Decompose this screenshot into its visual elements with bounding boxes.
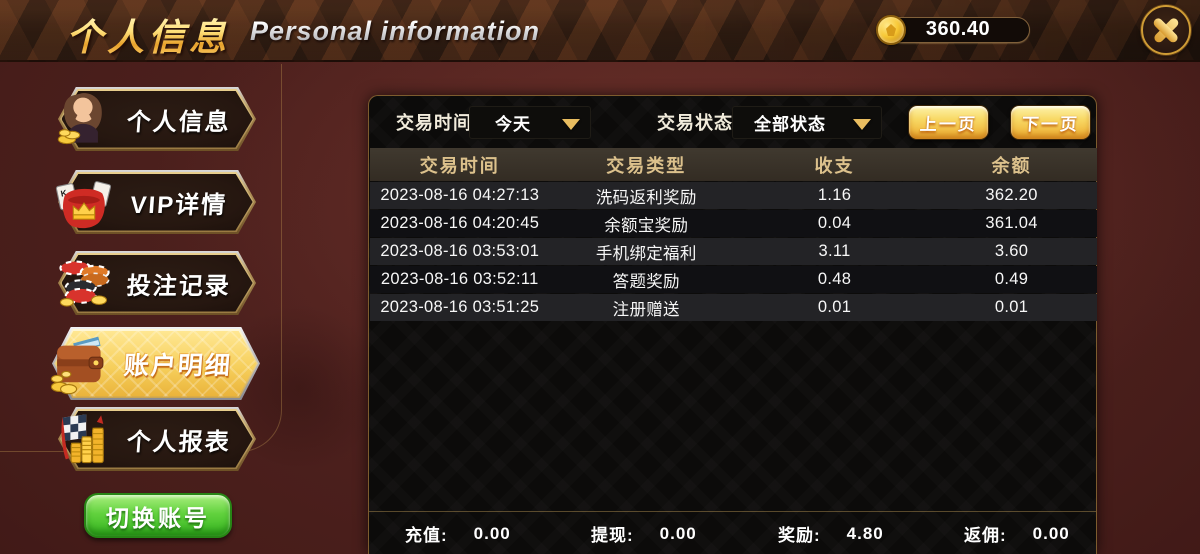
page-title: 个人信息 [66,7,230,61]
chevron-down-icon [562,119,580,130]
time-filter-value: 今天 [495,115,531,134]
header-bar: 个人信息 Personal information 360.40 [0,0,1200,62]
sidebar-item-label: 账户明细 [122,351,233,380]
sidebar-item-label: 个人信息 [125,108,232,136]
sidebar-item-bet-records[interactable]: 投注记录 [58,251,256,315]
summary-withdraw: 提现: 0.00 [591,523,697,546]
sidebar-item-personal-report[interactable]: 个人报表 [58,407,256,471]
close-icon [1145,9,1187,51]
prev-page-label: 上一页 [919,115,978,134]
sidebar-item-label: VIP详情 [129,191,229,219]
summary-bar: 充值: 0.00 提现: 0.00 奖励: 4.80 返佣: 0.00 [369,511,1096,554]
report-icon [61,414,104,464]
filter-bar: 交易时间 今天 交易状态 全部状态 上一页 下一页 [369,96,1096,148]
summary-rebate: 返佣: 0.00 [964,523,1070,546]
table-row: 2023-08-16 03:52:11 答题奖励 0.48 0.49 [370,266,1097,293]
chevron-down-icon [853,119,871,130]
switch-account-button[interactable]: 切换账号 [84,493,232,538]
summary-reward: 奖励: 4.80 [778,523,884,546]
table-row: 2023-08-16 04:27:13 洗码返利奖励 1.16 362.20 [370,182,1097,209]
summary-recharge: 充值: 0.00 [405,523,511,546]
time-filter-label: 交易时间 [396,113,472,133]
wallet-icon [50,336,104,394]
sidebar-item-vip-details[interactable]: K VIP详情 [55,170,256,234]
sidebar-item-account-details[interactable]: 账户明细 [50,327,260,400]
status-filter-value: 全部状态 [754,115,826,134]
prev-page-button[interactable]: 上一页 [908,105,989,140]
next-page-label: 下一页 [1021,115,1080,134]
table-body: 2023-08-16 04:27:13 洗码返利奖励 1.16 362.20 2… [370,182,1097,322]
page-subtitle: Personal information [250,16,541,46]
column-header-type: 交易类型 [606,155,687,176]
column-header-balance: 余额 [991,155,1032,176]
table-row: 2023-08-16 04:20:45 余额宝奖励 0.04 361.04 [370,210,1097,237]
sidebar-item-label: 投注记录 [125,272,232,300]
sidebar-item-label: 个人报表 [125,428,232,456]
balance-pill [884,17,1030,43]
column-header-time: 交易时间 [419,155,500,176]
avatar-icon [57,93,102,145]
balance-display: 360.40 [876,15,1030,45]
balance-value: 360.40 [925,18,991,40]
chips-icon [59,260,110,307]
time-filter-dropdown[interactable]: 今天 [469,106,591,139]
sidebar-item-personal-info[interactable]: 个人信息 [57,87,256,151]
crown-icon: K [55,181,112,229]
transactions-panel: 交易时间 今天 交易状态 全部状态 上一页 下一页 交易时间 交易类型 收支 余… [368,95,1097,554]
coin-icon [876,15,906,45]
table-row: 2023-08-16 03:53:01 手机绑定福利 3.11 3.60 [370,238,1097,265]
next-page-button[interactable]: 下一页 [1010,105,1091,140]
column-header-amount: 收支 [814,155,855,176]
svg-text:K: K [60,187,69,198]
table-header: 交易时间 交易类型 收支 余额 [370,148,1097,181]
table-row: 2023-08-16 03:51:25 注册赠送 0.01 0.01 [370,294,1097,321]
close-button[interactable] [1141,5,1191,55]
status-filter-dropdown[interactable]: 全部状态 [732,106,882,139]
switch-account-label: 切换账号 [106,504,210,531]
status-filter-label: 交易状态 [657,113,733,133]
